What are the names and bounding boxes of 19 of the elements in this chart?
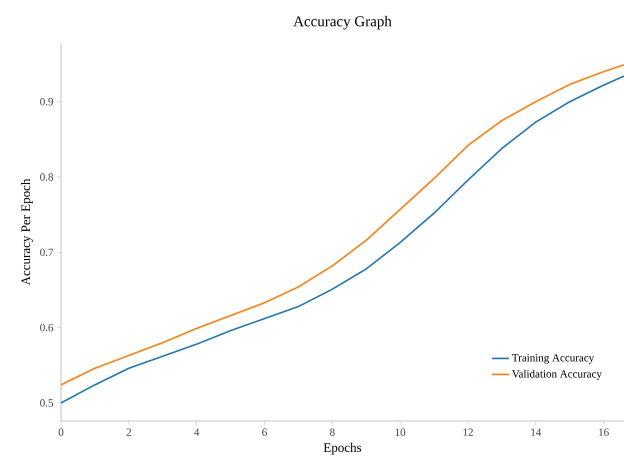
y-axis-title: Accuracy Per Epoch: [21, 178, 33, 286]
x-axis-title: Epochs: [324, 442, 362, 455]
x-tick-label: 8: [330, 428, 335, 436]
legend-label: Training Accuracy: [512, 354, 594, 364]
legend-label: Validation Accuracy: [512, 370, 602, 380]
x-tick-label: 6: [262, 428, 267, 436]
y-tick-label: 0.9: [40, 98, 54, 106]
y-tick-label: 0.6: [40, 324, 54, 332]
y-tick-label: 0.8: [40, 173, 54, 181]
x-tick-label: 10: [396, 428, 406, 436]
x-tick-label: 4: [194, 428, 200, 436]
chart-title: Accuracy Graph: [293, 16, 392, 30]
x-tick-label: 2: [126, 428, 131, 436]
x-tick-label: 14: [531, 428, 542, 436]
x-tick-label: 0: [58, 428, 64, 436]
x-tick-label: 16: [599, 428, 609, 436]
y-tick-label: 0.7: [40, 248, 54, 256]
x-tick-label: 12: [463, 428, 473, 436]
y-tick-label: 0.5: [40, 399, 54, 407]
